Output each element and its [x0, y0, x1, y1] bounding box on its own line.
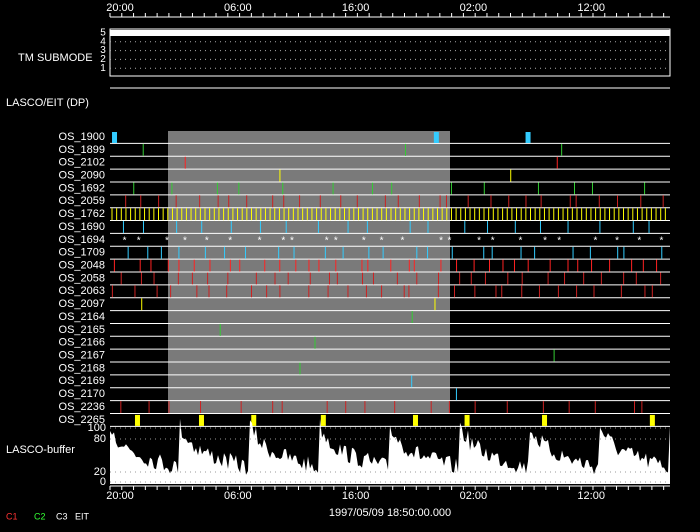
- event-star: *: [637, 236, 641, 247]
- time-label-bottom: 12:00: [577, 490, 605, 502]
- event-star: *: [281, 236, 285, 247]
- event-star: *: [205, 236, 209, 247]
- event-star: *: [123, 236, 127, 247]
- lasco-eit-label: LASCO/EIT (DP): [6, 97, 89, 109]
- event-star: *: [477, 236, 481, 247]
- event-block: [412, 414, 418, 426]
- event-star: *: [615, 236, 619, 247]
- legend-c2: C2: [34, 511, 46, 521]
- legend-eit: EIT: [75, 511, 90, 521]
- row-label: OS_2169: [59, 375, 105, 387]
- date-label: 1997/05/09 18:50:00.000: [329, 507, 451, 519]
- row-label: OS_2167: [59, 350, 105, 362]
- time-label-bottom: 06:00: [224, 490, 252, 502]
- event-star: *: [660, 236, 664, 247]
- event-block: [112, 132, 118, 143]
- row-label: OS_2265: [59, 414, 105, 426]
- row-label: OS_1762: [59, 208, 105, 220]
- event-star: *: [491, 236, 495, 247]
- event-star: *: [165, 236, 169, 247]
- event-star: *: [593, 236, 597, 247]
- event-star: *: [401, 236, 405, 247]
- row-label: OS_2236: [59, 401, 105, 413]
- buffer-profile: [110, 418, 670, 484]
- row-label: OS_1900: [59, 131, 105, 143]
- event-star: *: [228, 236, 232, 247]
- row-label: OS_2164: [59, 311, 105, 323]
- row-label: OS_2102: [59, 157, 105, 169]
- row-label: OS_2090: [59, 169, 105, 181]
- row-label: OS_2063: [59, 285, 105, 297]
- event-star: *: [439, 236, 443, 247]
- row-label: OS_2166: [59, 337, 105, 349]
- event-block: [542, 414, 548, 426]
- submode-level-label: 1: [100, 63, 106, 74]
- row-label: OS_1709: [59, 247, 105, 259]
- time-label-bottom: 20:00: [106, 490, 134, 502]
- buffer-tick-label: 20: [94, 466, 106, 478]
- submode-level-label: 4: [100, 36, 106, 47]
- submode-level-label: 5: [100, 28, 106, 39]
- event-star: *: [557, 236, 561, 247]
- legend-c3: C3: [56, 511, 68, 521]
- row-label: OS_2058: [59, 272, 105, 284]
- time-label-top: 06:00: [224, 2, 252, 14]
- row-label: OS_1690: [59, 221, 105, 233]
- event-star: *: [258, 236, 262, 247]
- event-block: [525, 132, 531, 143]
- event-block: [251, 414, 257, 426]
- event-star: *: [183, 236, 187, 247]
- event-block: [649, 414, 655, 426]
- tm-submode-level: [110, 30, 670, 36]
- time-label-top: 20:00: [106, 2, 134, 14]
- submode-level-label: 3: [100, 45, 106, 56]
- row-label: OS_2097: [59, 298, 105, 310]
- row-label: OS_2165: [59, 324, 105, 336]
- row-label: OS_2059: [59, 195, 105, 207]
- event-star: *: [325, 236, 329, 247]
- event-star: *: [334, 236, 338, 247]
- time-label-bottom: 02:00: [460, 490, 488, 502]
- row-label: OS_2168: [59, 362, 105, 374]
- time-label-top: 16:00: [342, 2, 370, 14]
- row-label: OS_2170: [59, 388, 105, 400]
- submode-level-label: 2: [100, 54, 106, 65]
- time-label-top: 12:00: [577, 2, 605, 14]
- buffer-tick-label: 100: [88, 422, 106, 434]
- event-star: *: [543, 236, 547, 247]
- event-star: *: [448, 236, 452, 247]
- event-block: [134, 414, 140, 426]
- time-label-top: 02:00: [460, 2, 488, 14]
- buffer-label: LASCO-buffer: [6, 444, 75, 456]
- event-block: [198, 414, 204, 426]
- tm-submode-box: [109, 28, 671, 77]
- row-label: OS_2048: [59, 260, 105, 272]
- event-block: [464, 414, 470, 426]
- event-star: *: [362, 236, 366, 247]
- buffer-tick-label: 80: [94, 433, 106, 445]
- buffer-tick-label: 0: [100, 476, 106, 488]
- event-star: *: [137, 236, 141, 247]
- row-label: OS_1692: [59, 182, 105, 194]
- event-block: [320, 414, 326, 426]
- event-block: [433, 132, 439, 143]
- event-star: *: [380, 236, 384, 247]
- time-label-bottom: 16:00: [342, 490, 370, 502]
- legend-c1: C1: [6, 511, 18, 521]
- tm-submode-label: TM SUBMODE: [18, 52, 93, 64]
- event-star: *: [290, 236, 294, 247]
- event-star: *: [518, 236, 522, 247]
- row-label: OS_1899: [59, 144, 105, 156]
- row-label: OS_1694: [59, 234, 105, 246]
